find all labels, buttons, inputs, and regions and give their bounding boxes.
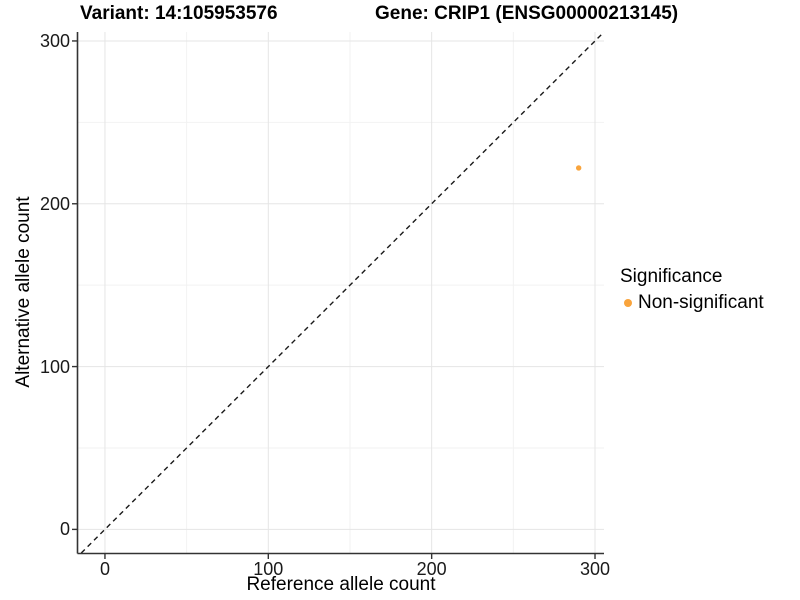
legend: Significance Non-significant — [620, 266, 764, 314]
x-tick-label: 0 — [99, 559, 110, 579]
y-axis-title: Alternative allele count — [13, 196, 34, 388]
legend-item: Non-significant — [620, 292, 764, 314]
y-tick-label: 200 — [39, 193, 70, 214]
legend-items: Non-significant — [620, 292, 764, 314]
legend-item-label: Non-significant — [638, 292, 764, 313]
identity-reference-line — [80, 31, 605, 554]
variant-title: Variant: 14:105953576 — [80, 3, 278, 24]
x-tick-label: 200 — [416, 559, 447, 579]
x-axis-title: Reference allele count — [246, 574, 436, 595]
legend-key-point-icon — [624, 299, 632, 307]
gene-title: Gene: CRIP1 (ENSG00000213145) — [375, 3, 679, 24]
y-tick-label: 100 — [39, 356, 70, 377]
data-point — [575, 165, 582, 171]
y-tick-label: 0 — [59, 519, 70, 540]
y-tick-label: 300 — [39, 30, 70, 51]
x-tick-label: 100 — [253, 559, 284, 579]
legend-title: Significance — [620, 266, 723, 287]
x-tick-label: 300 — [579, 559, 611, 579]
